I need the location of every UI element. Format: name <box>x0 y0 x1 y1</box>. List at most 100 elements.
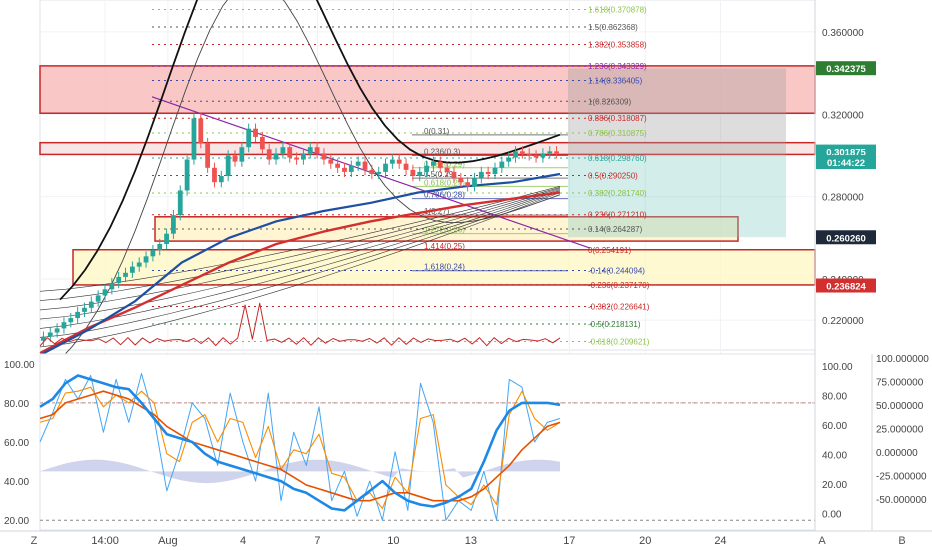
candle-body[interactable] <box>68 318 74 323</box>
candle-body[interactable] <box>444 167 450 172</box>
candle-body[interactable] <box>307 147 313 154</box>
candle-body[interactable] <box>232 155 238 162</box>
candle-body[interactable] <box>431 161 436 166</box>
oscillator-panel[interactable] <box>39 353 816 531</box>
log-scale-button[interactable]: B <box>898 535 905 547</box>
candle-body[interactable] <box>239 147 245 162</box>
candle-body[interactable] <box>314 147 320 154</box>
candle-body[interactable] <box>355 161 361 166</box>
price-badge <box>816 278 876 293</box>
candle-body[interactable] <box>184 159 190 191</box>
candle-body[interactable] <box>246 128 252 148</box>
candle-body[interactable] <box>383 163 388 172</box>
candle-body[interactable] <box>95 295 101 302</box>
candle-body[interactable] <box>540 153 546 158</box>
fib-level-label: 0.886(0.318087) <box>588 114 647 123</box>
price-panel[interactable]: 1.618(0.370878) 1.5(0.362368) 1.382(0.3538… <box>39 0 816 530</box>
candle-body[interactable] <box>61 322 67 329</box>
candle-body[interactable] <box>389 159 395 164</box>
candle-body[interactable] <box>328 159 334 164</box>
candle-body[interactable] <box>136 262 142 267</box>
candle-body[interactable] <box>75 311 81 319</box>
candle-body[interactable] <box>533 155 539 158</box>
candle-body[interactable] <box>554 151 559 154</box>
candle-body[interactable] <box>157 243 163 251</box>
candle-body[interactable] <box>171 215 176 234</box>
candle-body[interactable] <box>287 147 293 158</box>
ribbon-line <box>39 188 561 311</box>
candle-body[interactable] <box>424 165 429 172</box>
candle-body[interactable] <box>321 153 327 160</box>
candle-body[interactable] <box>123 272 128 277</box>
candle-body[interactable] <box>143 256 149 263</box>
candle-body[interactable] <box>451 171 457 179</box>
candle-body[interactable] <box>342 167 347 172</box>
candle-body[interactable] <box>492 167 498 174</box>
candle-body[interactable] <box>506 157 512 162</box>
candle-body[interactable] <box>335 163 341 168</box>
osc-left-tick-label: 20.00 <box>4 516 29 527</box>
candle-body[interactable] <box>177 190 183 216</box>
candle-body[interactable] <box>116 276 122 284</box>
candle-body[interactable] <box>164 233 169 244</box>
candle-body[interactable] <box>458 178 464 183</box>
candle-body[interactable] <box>109 283 115 290</box>
candle-body[interactable] <box>102 289 108 296</box>
fib-level-label: 1.382(0.353858) <box>588 41 647 50</box>
candle-body[interactable] <box>253 128 258 137</box>
osc-ma-line <box>39 390 561 502</box>
candle-body[interactable] <box>205 143 211 168</box>
candle-body[interactable] <box>129 266 135 273</box>
candle-body[interactable] <box>519 151 525 154</box>
time-tick-label: 4 <box>240 535 246 547</box>
candle-body[interactable] <box>499 161 505 168</box>
candle-body[interactable] <box>472 178 477 187</box>
candle-body[interactable] <box>513 151 518 158</box>
fib-ext-label: 0.382(0.29) <box>424 160 465 169</box>
fib-ext-label: 0(0.31) <box>424 127 450 136</box>
candle-body[interactable] <box>376 171 382 174</box>
candle-body[interactable] <box>218 176 224 183</box>
candle-body[interactable] <box>417 171 423 177</box>
candle-body[interactable] <box>294 157 299 160</box>
candle-body[interactable] <box>478 171 484 179</box>
candle-body[interactable] <box>403 163 409 170</box>
candle-body[interactable] <box>547 151 553 154</box>
candle-body[interactable] <box>348 165 354 172</box>
candle-body[interactable] <box>273 153 279 160</box>
ribbon-line <box>39 190 561 329</box>
auto-scale-button[interactable]: A <box>818 535 826 547</box>
candle-body[interactable] <box>465 182 471 187</box>
candle-body[interactable] <box>225 155 231 177</box>
candle-body[interactable] <box>47 332 53 337</box>
candle-body[interactable] <box>266 149 272 160</box>
fib-level-label: -0.382(0.226641) <box>588 302 650 311</box>
price-badge-label: 0.236824 <box>826 282 866 293</box>
candle-body[interactable] <box>437 161 443 168</box>
candle-body[interactable] <box>41 336 46 341</box>
timezone-icon[interactable]: Z <box>31 535 38 547</box>
candle-body[interactable] <box>54 328 60 333</box>
candle-body[interactable] <box>396 159 402 164</box>
time-tick-label: Aug <box>158 535 178 547</box>
candle-body[interactable] <box>410 169 416 177</box>
candle-body[interactable] <box>369 169 375 174</box>
candle-body[interactable] <box>526 153 532 156</box>
candle-body[interactable] <box>191 118 197 160</box>
fib-level-label: 0.382(0.281740) <box>588 189 647 198</box>
candle-body[interactable] <box>280 147 286 154</box>
candle-body[interactable] <box>362 161 368 170</box>
price-tick-label: 0.280000 <box>822 193 864 204</box>
osc-left-tick-label: 100.00 <box>4 360 35 371</box>
candle-body[interactable] <box>150 250 156 257</box>
candle-body[interactable] <box>212 167 217 183</box>
candle-body[interactable] <box>485 171 491 174</box>
candle-body[interactable] <box>301 153 306 160</box>
candle-body[interactable] <box>82 307 87 312</box>
candle-body[interactable] <box>259 136 265 150</box>
projection-target-box <box>568 68 786 157</box>
candle-body[interactable] <box>198 118 204 144</box>
ribbon-line <box>39 187 561 301</box>
candle-body[interactable] <box>88 301 94 308</box>
